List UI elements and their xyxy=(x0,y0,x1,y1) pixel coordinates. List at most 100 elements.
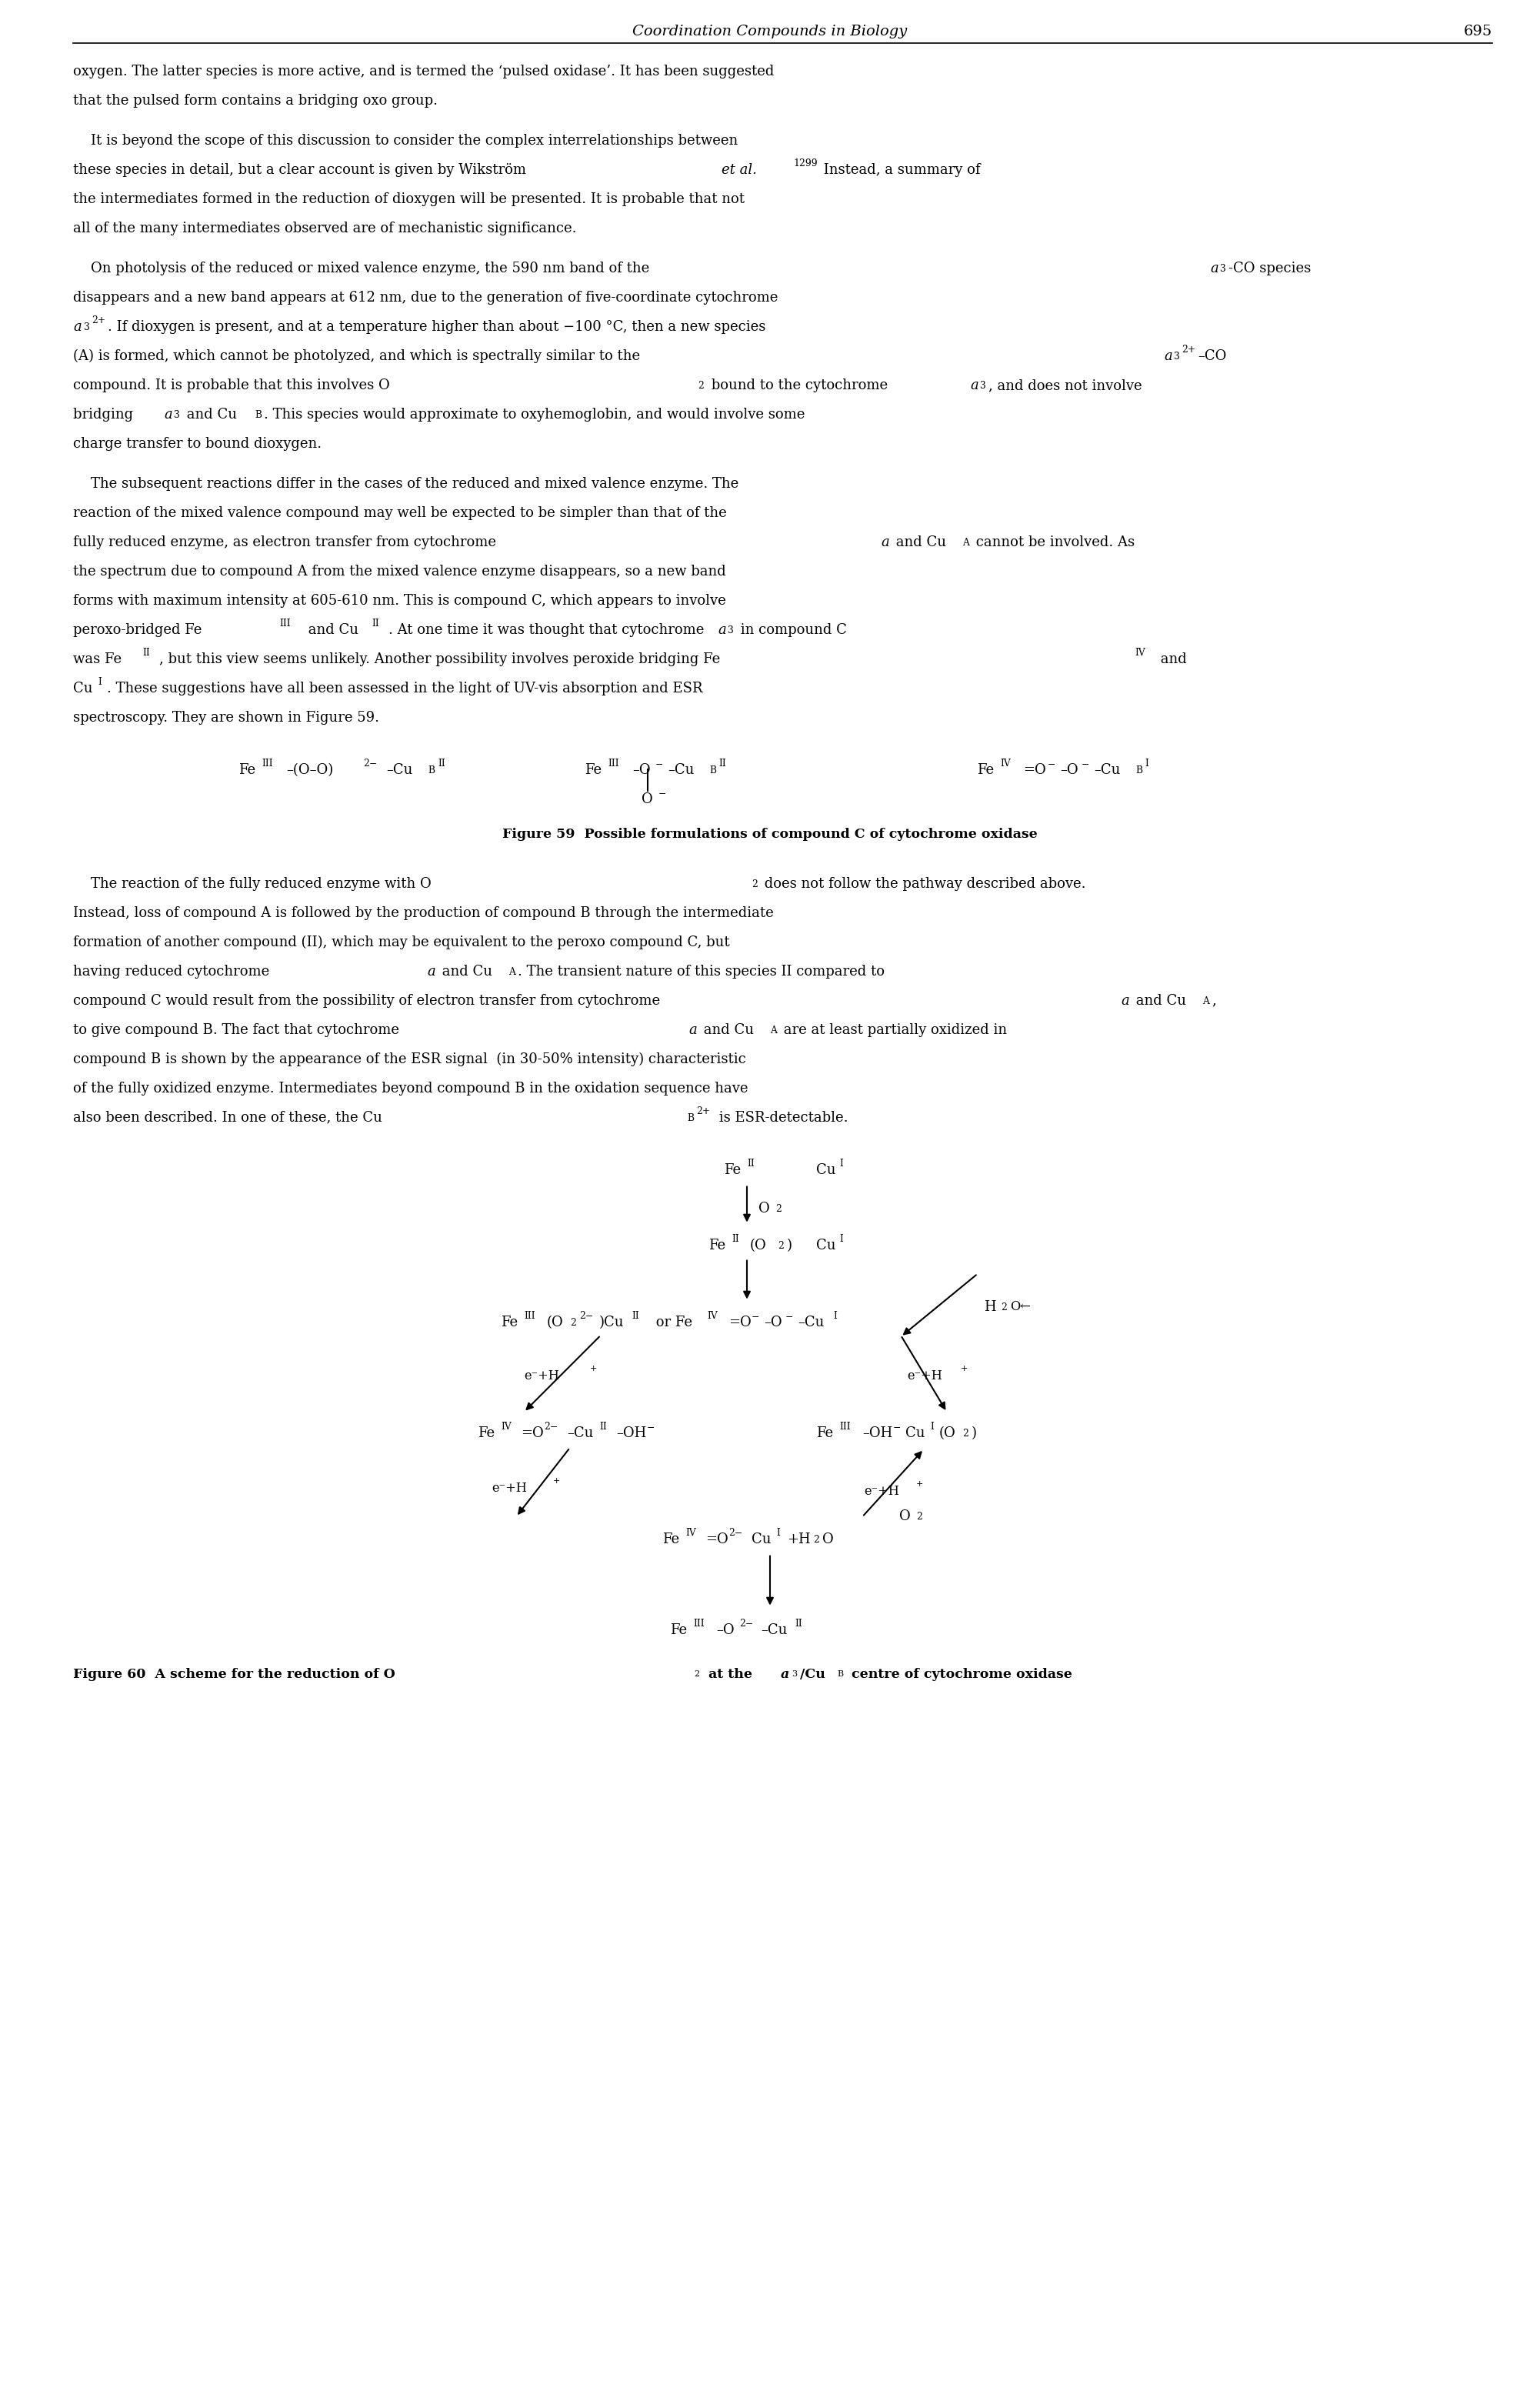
Text: Figure 59  Possible formulations of compound C of cytochrome oxidase: Figure 59 Possible formulations of compo… xyxy=(502,829,1038,841)
Text: these species in detail, but a clear account is given by Wikström: these species in detail, but a clear acc… xyxy=(72,162,531,177)
Text: (O: (O xyxy=(750,1239,767,1251)
Text: 1299: 1299 xyxy=(793,158,818,170)
Text: 2: 2 xyxy=(962,1428,969,1438)
Text: bridging: bridging xyxy=(72,408,137,423)
Text: Cu: Cu xyxy=(816,1239,836,1251)
Text: I: I xyxy=(776,1528,779,1538)
Text: =O: =O xyxy=(728,1316,752,1330)
Text: –Cu: –Cu xyxy=(1093,764,1120,776)
Text: −: − xyxy=(752,1311,759,1321)
Text: also been described. In one of these, the Cu: also been described. In one of these, th… xyxy=(72,1110,382,1125)
Text: 3: 3 xyxy=(172,411,179,420)
Text: –O: –O xyxy=(1060,764,1078,776)
Text: I: I xyxy=(839,1235,842,1244)
Text: −: − xyxy=(1081,759,1089,769)
Text: bound to the cytochrome: bound to the cytochrome xyxy=(707,380,892,392)
Text: -CO species: -CO species xyxy=(1229,263,1311,275)
Text: compound C would result from the possibility of electron transfer from cytochrom: compound C would result from the possibi… xyxy=(72,993,665,1008)
Text: =O: =O xyxy=(521,1426,544,1440)
Text: ): ) xyxy=(972,1426,976,1440)
Text: forms with maximum intensity at 605-610 nm. This is compound C, which appears to: forms with maximum intensity at 605-610 … xyxy=(72,595,725,609)
Text: –Cu: –Cu xyxy=(387,764,413,776)
Text: was Fe: was Fe xyxy=(72,652,122,666)
Text: oxygen. The latter species is more active, and is termed the ‘pulsed oxidase’. I: oxygen. The latter species is more activ… xyxy=(72,64,775,79)
Text: and: and xyxy=(1157,652,1187,666)
Text: 2: 2 xyxy=(916,1512,922,1521)
Text: formation of another compound (II), which may be equivalent to the peroxo compou: formation of another compound (II), whic… xyxy=(72,936,730,950)
Text: B: B xyxy=(687,1113,695,1122)
Text: –Cu: –Cu xyxy=(761,1624,787,1636)
Text: I: I xyxy=(1144,759,1149,769)
Text: –Cu: –Cu xyxy=(798,1316,824,1330)
Text: 2: 2 xyxy=(778,1242,784,1251)
Text: +: + xyxy=(553,1476,561,1485)
Text: Fe: Fe xyxy=(662,1533,679,1545)
Text: Coordination Compounds in Biology: Coordination Compounds in Biology xyxy=(633,24,907,38)
Text: Fe: Fe xyxy=(477,1426,494,1440)
Text: 3: 3 xyxy=(83,322,89,332)
Text: a: a xyxy=(718,623,725,638)
Text: a: a xyxy=(1210,263,1218,275)
Text: =O: =O xyxy=(705,1533,728,1545)
Text: the intermediates formed in the reduction of dioxygen will be presented. It is p: the intermediates formed in the reductio… xyxy=(72,193,745,205)
Text: Fe: Fe xyxy=(670,1624,687,1636)
Text: II: II xyxy=(719,759,725,769)
Text: of the fully oxidized enzyme. Intermediates beyond compound B in the oxidation s: of the fully oxidized enzyme. Intermedia… xyxy=(72,1082,748,1096)
Text: II: II xyxy=(795,1619,802,1629)
Text: IV: IV xyxy=(707,1311,718,1321)
Text: , and does not involve: , and does not involve xyxy=(989,380,1143,392)
Text: compound. It is probable that this involves O: compound. It is probable that this invol… xyxy=(72,380,390,392)
Text: and Cu: and Cu xyxy=(1132,993,1186,1008)
Text: Figure 60  A scheme for the reduction of O: Figure 60 A scheme for the reduction of … xyxy=(72,1667,396,1681)
Text: to give compound B. The fact that cytochrome: to give compound B. The fact that cytoch… xyxy=(72,1022,403,1036)
Text: –CO: –CO xyxy=(1198,349,1226,363)
Text: The subsequent reactions differ in the cases of the reduced and mixed valence en: The subsequent reactions differ in the c… xyxy=(72,478,739,492)
Text: /Cu: /Cu xyxy=(799,1667,825,1681)
Text: –Cu: –Cu xyxy=(567,1426,593,1440)
Text: O←: O← xyxy=(1010,1299,1030,1313)
Text: 2: 2 xyxy=(570,1318,576,1328)
Text: Cu: Cu xyxy=(752,1533,772,1545)
Text: IV: IV xyxy=(999,759,1010,769)
Text: B: B xyxy=(254,411,262,420)
Text: 2−: 2− xyxy=(544,1421,557,1430)
Text: O: O xyxy=(759,1201,770,1215)
Text: a: a xyxy=(688,1022,696,1036)
Text: in compound C: in compound C xyxy=(736,623,847,638)
Text: does not follow the pathway described above.: does not follow the pathway described ab… xyxy=(761,876,1086,891)
Text: 2: 2 xyxy=(695,1669,699,1679)
Text: 3: 3 xyxy=(1220,265,1226,275)
Text: −: − xyxy=(659,788,667,798)
Text: –(O–O): –(O–O) xyxy=(286,764,333,776)
Text: 3: 3 xyxy=(1173,351,1180,361)
Text: I: I xyxy=(930,1421,933,1430)
Text: 2: 2 xyxy=(698,382,704,392)
Text: Cu: Cu xyxy=(816,1163,836,1177)
Text: B: B xyxy=(836,1669,844,1679)
Text: −: − xyxy=(1047,759,1055,769)
Text: 3: 3 xyxy=(979,382,986,392)
Text: Fe: Fe xyxy=(239,764,256,776)
Text: H: H xyxy=(984,1299,996,1313)
Text: reaction of the mixed valence compound may well be expected to be simpler than t: reaction of the mixed valence compound m… xyxy=(72,506,727,521)
Text: –O: –O xyxy=(764,1316,782,1330)
Text: 2−: 2− xyxy=(739,1619,753,1629)
Text: )Cu: )Cu xyxy=(599,1316,624,1330)
Text: 2−: 2− xyxy=(728,1528,742,1538)
Text: all of the many intermediates observed are of mechanistic significance.: all of the many intermediates observed a… xyxy=(72,222,576,236)
Text: IV: IV xyxy=(685,1528,696,1538)
Text: IV: IV xyxy=(1135,647,1146,657)
Text: . At one time it was thought that cytochrome: . At one time it was thought that cytoch… xyxy=(388,623,708,638)
Text: I: I xyxy=(839,1158,842,1168)
Text: a: a xyxy=(163,408,172,423)
Text: −: − xyxy=(647,1421,654,1430)
Text: II: II xyxy=(631,1311,639,1321)
Text: III: III xyxy=(262,759,273,769)
Text: II: II xyxy=(747,1158,755,1168)
Text: spectroscopy. They are shown in Figure 59.: spectroscopy. They are shown in Figure 5… xyxy=(72,712,379,724)
Text: Instead, loss of compound A is followed by the production of compound B through : Instead, loss of compound A is followed … xyxy=(72,905,773,919)
Text: 2: 2 xyxy=(775,1204,781,1213)
Text: II: II xyxy=(732,1235,739,1244)
Text: +: + xyxy=(916,1481,924,1488)
Text: O: O xyxy=(822,1533,833,1545)
